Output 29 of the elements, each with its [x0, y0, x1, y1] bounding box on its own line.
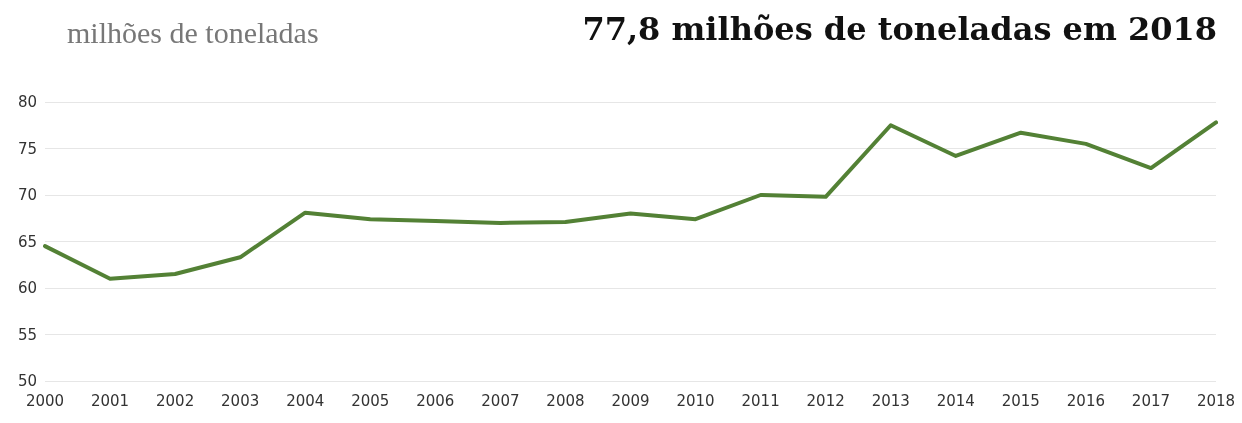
x-tick-label: 2001 — [90, 391, 130, 410]
y-tick-label: 75 — [17, 139, 37, 158]
x-tick-label: 2012 — [806, 391, 845, 410]
x-tick-label: 2000 — [25, 391, 65, 410]
x-tick-label: 2006 — [416, 391, 455, 410]
y-tick-label: 70 — [17, 186, 37, 204]
chart-title: 77,8 milhões de toneladas em 2018 — [582, 10, 1217, 48]
x-tick-label: 2018 — [1196, 391, 1236, 410]
y-tick-label: 60 — [17, 279, 37, 297]
x-tick-label: 2014 — [936, 391, 975, 410]
x-tick-label: 2004 — [286, 391, 325, 410]
y-tick-label: 65 — [17, 232, 37, 251]
x-tick-label: 2009 — [611, 391, 650, 410]
x-tick-label: 2011 — [741, 391, 780, 410]
y-axis-title: milhões de toneladas — [67, 15, 319, 49]
x-tick-label: 2017 — [1131, 391, 1171, 410]
line-series — [43, 120, 1218, 281]
x-tick-label: 2002 — [156, 391, 195, 410]
y-tick-label: 55 — [17, 325, 37, 344]
x-tick-label: 2003 — [221, 391, 260, 410]
x-tick-label: 2008 — [546, 391, 585, 410]
x-tick-label: 2015 — [1001, 391, 1040, 410]
x-tick-label: 2016 — [1066, 391, 1105, 410]
x-tick-label: 2010 — [676, 391, 715, 410]
y-tick-label: 80 — [17, 93, 37, 111]
x-tick-label: 2005 — [351, 391, 390, 410]
y-tick-label: 50 — [17, 372, 37, 390]
x-tick-label: 2007 — [481, 391, 520, 410]
x-tick-label: 2013 — [871, 391, 910, 410]
